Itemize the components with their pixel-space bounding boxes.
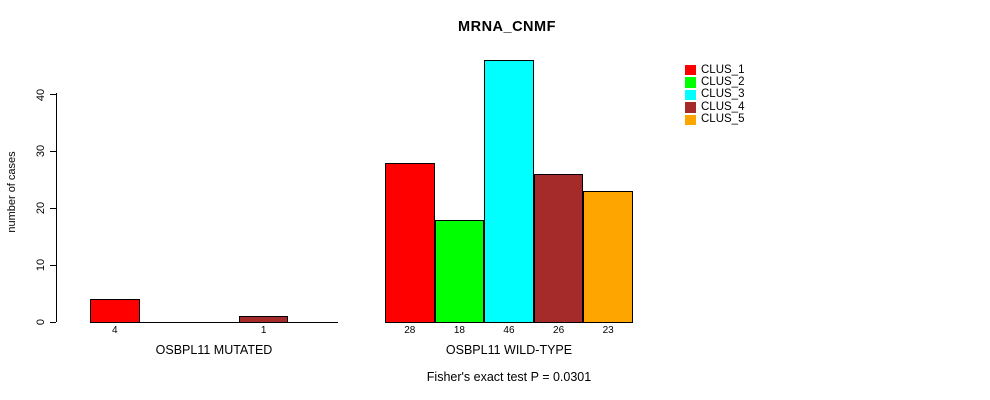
group-label: OSBPL11 WILD-TYPE — [445, 343, 573, 357]
legend-label: CLUS_2 — [701, 76, 745, 89]
y-tick-mark — [50, 321, 56, 323]
y-tick-mark — [50, 150, 56, 152]
legend-item: CLUS_4 — [685, 101, 744, 113]
y-tick-mark — [50, 94, 56, 95]
bar-value-label: 46 — [503, 325, 515, 336]
y-tick-mark — [50, 264, 56, 266]
legend-label: CLUS_4 — [701, 100, 745, 113]
legend-item: CLUS_5 — [685, 114, 744, 126]
legend: CLUS_1 CLUS_2 CLUS_3 CLUS_4 CLUS_5 — [685, 64, 744, 126]
y-tick-label: 40 — [35, 88, 47, 101]
legend-label: CLUS_5 — [701, 113, 745, 126]
legend-swatch-clus_2 — [685, 77, 696, 88]
bar-value-label: 4 — [112, 325, 118, 336]
y-tick-label: 20 — [35, 202, 47, 215]
y-tick-label: 0 — [35, 318, 47, 326]
legend-item: CLUS_2 — [685, 76, 744, 88]
bar-value-label: 1 — [260, 325, 267, 336]
bar-value-label: 26 — [553, 325, 565, 336]
bar-value-label: 28 — [404, 325, 416, 336]
bar-value-label: 18 — [453, 325, 465, 336]
bar-clus_4 — [533, 174, 584, 323]
bar-clus_1 — [385, 162, 435, 323]
y-tick-label: 10 — [35, 259, 47, 272]
group-baseline — [90, 322, 338, 323]
legend-swatch-clus_4 — [685, 102, 696, 113]
y-tick-mark — [50, 207, 56, 209]
legend-label: CLUS_3 — [701, 88, 745, 101]
stat-annotation: Fisher's exact test P = 0.0301 — [426, 370, 592, 384]
bar-clus_4 — [238, 316, 289, 323]
group-label: OSBPL11 MUTATED — [155, 343, 273, 357]
bar-clus_1 — [90, 299, 140, 323]
chart-title: MRNA_CNMF — [458, 19, 556, 35]
y-axis-title-text: number of cases — [6, 151, 18, 233]
legend-item: CLUS_1 — [685, 64, 744, 76]
y-axis-line — [56, 93, 57, 322]
bar-clus_2 — [434, 219, 485, 323]
bar-clus_3 — [484, 60, 534, 323]
legend-item: CLUS_3 — [685, 89, 744, 101]
y-tick-label: 30 — [35, 145, 47, 158]
bar-clus_5 — [583, 191, 633, 323]
bar-value-label: 23 — [602, 325, 614, 336]
legend-swatch-clus_3 — [685, 89, 696, 101]
legend-label: CLUS_1 — [701, 63, 745, 76]
legend-swatch-clus_1 — [685, 64, 696, 76]
legend-swatch-clus_5 — [685, 114, 696, 125]
